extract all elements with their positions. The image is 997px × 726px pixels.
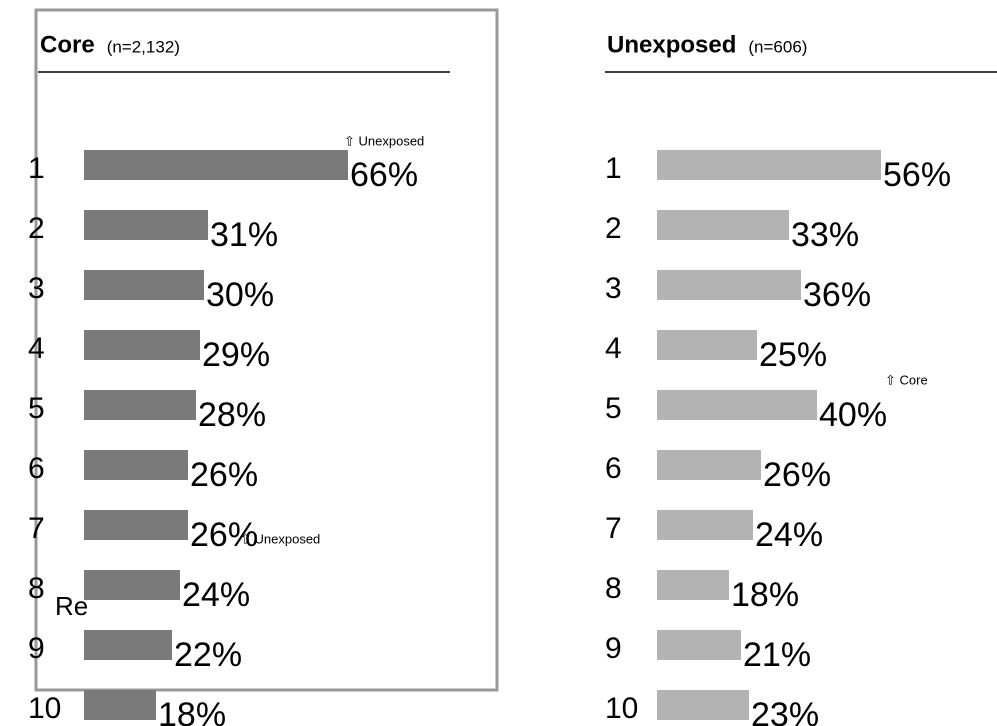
- annotation: ⇧ Core: [885, 372, 928, 387]
- chart-title: Core: [40, 31, 95, 58]
- bar: [84, 270, 204, 300]
- category-label: 5: [605, 392, 622, 425]
- annotation: ⇧ Unexposed: [344, 133, 424, 148]
- category-label: 1: [28, 152, 45, 185]
- value-label: 18%: [158, 696, 226, 726]
- value-label: 24%: [182, 576, 250, 614]
- value-label: 22%: [174, 636, 242, 674]
- category-label: 3: [28, 272, 45, 305]
- category-label: 10: [605, 692, 638, 725]
- value-label: 56%: [883, 156, 951, 194]
- value-label: 66%: [350, 156, 418, 194]
- category-label: 7: [605, 512, 622, 545]
- category-label: 4: [605, 332, 622, 365]
- category-label: 2: [605, 212, 622, 245]
- value-label: 26%: [190, 456, 258, 494]
- bar: [84, 390, 196, 420]
- bar: [657, 630, 741, 660]
- category-label: 7: [28, 512, 45, 545]
- bar: [84, 510, 188, 540]
- value-label: 25%: [759, 336, 827, 374]
- panel-frame: [34, 8, 499, 692]
- bar: [657, 570, 729, 600]
- category-label: 3: [605, 272, 622, 305]
- category-label: 9: [28, 632, 45, 665]
- bar: [84, 570, 180, 600]
- category-label: 6: [28, 452, 45, 485]
- value-label: 33%: [791, 216, 859, 254]
- category-label: 10: [28, 692, 61, 725]
- bar: [657, 330, 757, 360]
- value-label: 21%: [743, 636, 811, 674]
- value-label: 26%: [190, 516, 258, 554]
- chart-subtitle: (n=2,132): [107, 37, 180, 56]
- bar: [657, 390, 817, 420]
- value-label: 31%: [210, 216, 278, 254]
- bar: [84, 210, 208, 240]
- category-label: 4: [28, 332, 45, 365]
- value-label: 30%: [206, 276, 274, 314]
- category-label: 2: [28, 212, 45, 245]
- category-label: 9: [605, 632, 622, 665]
- bar: [84, 630, 172, 660]
- value-label: 24%: [755, 516, 823, 554]
- chart-subtitle: (n=606): [748, 37, 807, 56]
- value-label: 23%: [751, 696, 819, 726]
- category-label: 8: [605, 572, 622, 605]
- bar: [657, 270, 801, 300]
- value-label: 36%: [803, 276, 871, 314]
- value-label: 40%: [819, 396, 887, 434]
- bar: [84, 150, 348, 180]
- annotation: ⇧ Unexposed: [240, 531, 320, 546]
- category-label: 8: [28, 572, 45, 605]
- bar: [84, 330, 200, 360]
- value-label: 28%: [198, 396, 266, 434]
- bar: [657, 510, 753, 540]
- category-label: 5: [28, 392, 45, 425]
- bar: [657, 450, 761, 480]
- bar: [84, 690, 156, 720]
- value-label: 29%: [202, 336, 270, 374]
- bar: [657, 150, 881, 180]
- category-label: 6: [605, 452, 622, 485]
- category-label: 1: [605, 152, 622, 185]
- value-label: 26%: [763, 456, 831, 494]
- bar: [84, 450, 188, 480]
- annotation: Re: [55, 591, 88, 621]
- chart-title: Unexposed: [607, 31, 736, 58]
- bar: [657, 690, 749, 720]
- value-label: 18%: [731, 576, 799, 614]
- bar: [657, 210, 789, 240]
